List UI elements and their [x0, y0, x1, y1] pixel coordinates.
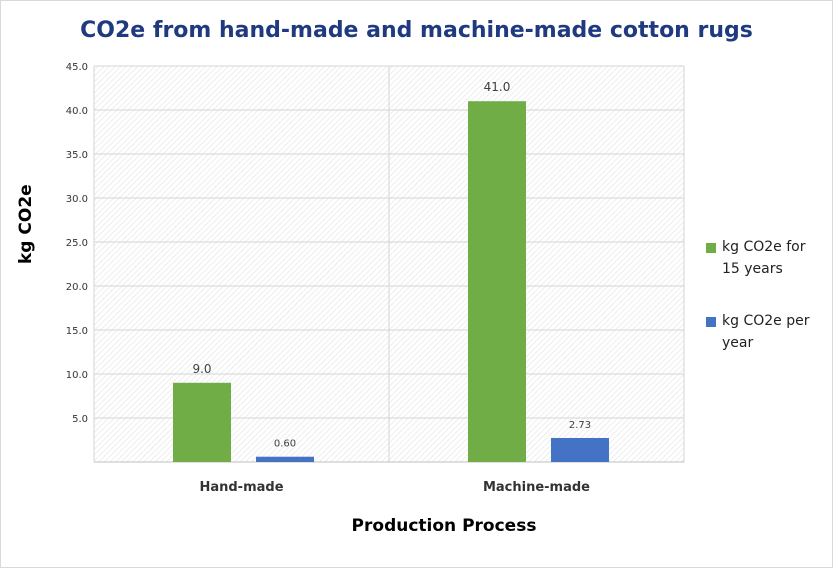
chart-title: CO2e from hand-made and machine-made cot… — [80, 18, 753, 43]
y-tick-label: 35.0 — [66, 150, 88, 161]
x-tick-label: Machine-made — [483, 480, 590, 495]
y-tick-label: 40.0 — [66, 106, 88, 117]
data-label: 2.73 — [569, 420, 591, 431]
bar — [173, 382, 231, 462]
y-tick-label: 15.0 — [66, 326, 88, 337]
legend-item-15-years: kg CO2e for 15 years — [706, 236, 826, 280]
legend-label: kg CO2e for 15 years — [722, 239, 806, 277]
data-label: 9.0 — [192, 362, 211, 376]
bar — [551, 437, 609, 462]
legend: kg CO2e for 15 years kg CO2e per year — [706, 236, 826, 384]
legend-swatch-blue — [706, 317, 716, 327]
data-label: 0.60 — [274, 439, 296, 450]
legend-swatch-green — [706, 243, 716, 253]
y-tick-label: 45.0 — [66, 62, 88, 73]
x-axis-label: Production Process — [351, 516, 537, 536]
legend-label: kg CO2e per year — [722, 313, 810, 351]
x-tick-label: Hand-made — [199, 480, 283, 495]
y-tick-label: 25.0 — [66, 238, 88, 249]
y-tick-label: 20.0 — [66, 282, 88, 293]
y-tick-label: 30.0 — [66, 194, 88, 205]
y-tick-label: 5.0 — [72, 414, 88, 425]
legend-item-per-year: kg CO2e per year — [706, 310, 826, 354]
bar — [468, 101, 526, 462]
data-label: 41.0 — [484, 80, 511, 94]
y-tick-label: 10.0 — [66, 370, 88, 381]
bar — [256, 456, 314, 462]
